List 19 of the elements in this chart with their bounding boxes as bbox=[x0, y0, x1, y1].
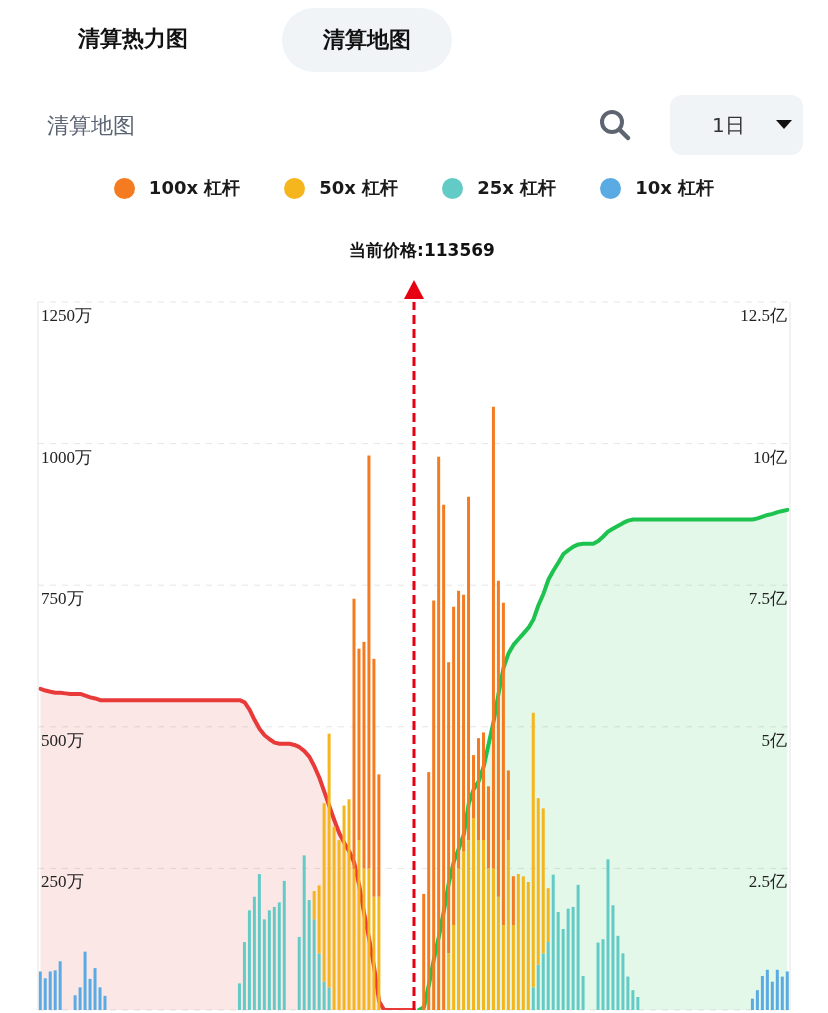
text: 当前价格:113569 bbox=[349, 240, 495, 260]
y2-tick-label: 2.5亿 bbox=[748, 871, 787, 891]
y-tick-label: 1000万 bbox=[41, 447, 92, 467]
y2-tick-label: 10亿 bbox=[753, 447, 787, 467]
y-tick-label: 750万 bbox=[41, 588, 84, 608]
legend-label: 10x 杠杆 bbox=[635, 177, 715, 198]
y2-tick-label: 12.5亿 bbox=[740, 305, 787, 325]
y2-tick-label: 5亿 bbox=[761, 730, 787, 750]
legend-label: 25x 杠杆 bbox=[477, 177, 557, 198]
y2-tick-label: 7.5亿 bbox=[748, 588, 787, 608]
y-tick-label: 500万 bbox=[41, 730, 84, 750]
dropdown-button: 1日 bbox=[670, 95, 803, 155]
legend-label: 100x 杠杆 bbox=[148, 177, 241, 198]
y-tick-label: 250万 bbox=[41, 871, 84, 891]
text: 清算热力图 bbox=[78, 26, 188, 51]
tab-button: 清算地图 bbox=[282, 8, 452, 72]
chart-title: 清算地图 bbox=[47, 113, 135, 138]
y-tick-label: 1250万 bbox=[41, 305, 92, 325]
legend-label: 50x 杠杆 bbox=[319, 177, 399, 198]
